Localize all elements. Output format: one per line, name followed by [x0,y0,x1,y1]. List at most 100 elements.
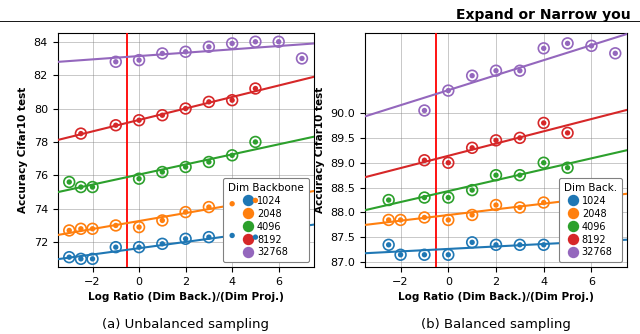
Point [443,195,453,200]
Point [76,131,86,136]
Point [204,159,214,165]
Point [443,88,453,93]
Point [297,56,307,61]
Point [76,256,86,262]
Point [88,256,98,262]
Point [250,139,260,145]
Point [586,43,596,48]
Point [204,159,214,165]
Point [134,224,144,230]
Point [467,240,477,245]
Point [204,99,214,105]
Point [383,197,394,203]
Point [419,158,429,163]
Point [491,202,501,208]
Point [419,195,429,200]
Legend: 1024, 2048, 4096, 8192, 32768: 1024, 2048, 4096, 8192, 32768 [223,178,308,262]
Point [539,160,549,165]
Point [227,153,237,158]
Point [134,118,144,123]
Point [419,252,429,258]
Point [419,195,429,200]
Point [134,244,144,250]
Point [515,242,525,247]
Point [610,51,620,56]
Point [204,234,214,240]
Point [227,233,237,238]
Point [419,252,429,258]
Point [491,138,501,143]
Point [180,236,191,241]
Point [467,212,477,218]
Point [443,195,453,200]
Point [157,218,168,223]
Point [157,218,168,223]
Point [396,217,406,223]
Point [111,123,121,128]
Point [419,215,429,220]
Point [250,198,260,203]
Point [204,44,214,49]
Point [157,51,168,56]
Point [157,169,168,175]
Point [515,172,525,178]
Point [273,39,284,44]
Point [180,209,191,215]
Point [563,165,573,170]
Point [515,205,525,210]
Point [467,187,477,193]
Point [467,73,477,78]
Point [88,256,98,262]
Point [111,244,121,250]
Point [76,226,86,231]
Point [515,68,525,73]
Point [539,200,549,205]
Point [76,184,86,190]
Point [515,135,525,141]
Point [383,197,394,203]
Point [419,108,429,113]
X-axis label: Log Ratio (Dim Back.)/(Dim Proj.): Log Ratio (Dim Back.)/(Dim Proj.) [88,293,284,303]
Point [134,224,144,230]
Point [297,56,307,61]
Point [250,86,260,91]
Point [134,244,144,250]
Text: Expand or Narrow you: Expand or Narrow you [456,8,630,22]
Point [157,113,168,118]
Point [419,158,429,163]
Point [88,184,98,190]
Point [111,244,121,250]
Point [64,179,74,185]
Point [227,233,237,238]
Point [491,172,501,178]
Point [563,130,573,136]
Point [515,135,525,141]
Point [250,198,260,203]
Point [250,39,260,44]
Point [111,59,121,64]
Point [76,131,86,136]
Point [180,106,191,111]
Point [539,120,549,126]
Point [134,57,144,63]
Point [563,165,573,170]
Point [88,184,98,190]
Point [467,145,477,151]
Point [383,242,394,247]
Point [443,217,453,223]
Point [134,118,144,123]
Point [396,252,406,258]
Point [227,98,237,103]
Point [539,46,549,51]
Point [180,164,191,170]
Point [396,252,406,258]
Point [515,242,525,247]
Point [273,39,284,44]
Legend: 1024, 2048, 4096, 8192, 32768: 1024, 2048, 4096, 8192, 32768 [559,178,622,262]
Point [204,204,214,210]
Point [180,49,191,54]
Point [227,98,237,103]
Point [88,226,98,231]
Point [227,41,237,46]
Point [157,51,168,56]
